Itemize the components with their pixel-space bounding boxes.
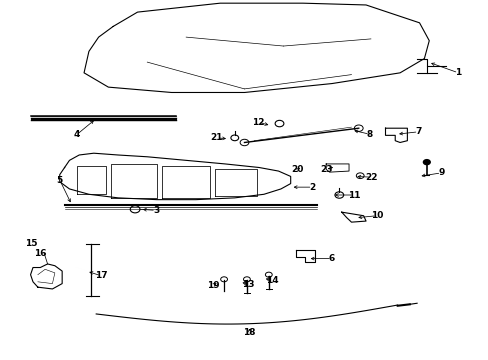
Text: 23: 23 xyxy=(319,165,332,174)
Text: 4: 4 xyxy=(73,130,80,139)
Text: 9: 9 xyxy=(437,168,444,177)
Text: 10: 10 xyxy=(370,211,382,220)
Text: 21: 21 xyxy=(210,133,223,142)
Text: 13: 13 xyxy=(242,280,254,289)
Text: 16: 16 xyxy=(34,249,46,258)
Text: 22: 22 xyxy=(365,173,377,182)
Text: 15: 15 xyxy=(25,239,38,248)
Text: 12: 12 xyxy=(251,118,264,127)
Text: 2: 2 xyxy=(309,183,315,192)
Text: 3: 3 xyxy=(153,206,159,215)
Text: 17: 17 xyxy=(95,271,107,280)
Text: 18: 18 xyxy=(243,328,255,337)
Text: 20: 20 xyxy=(290,166,303,175)
Text: 11: 11 xyxy=(347,190,360,199)
Circle shape xyxy=(423,159,429,165)
Text: 14: 14 xyxy=(266,276,279,285)
Text: 7: 7 xyxy=(414,127,421,136)
Text: 5: 5 xyxy=(57,176,63,185)
Text: 8: 8 xyxy=(366,130,372,139)
Text: 6: 6 xyxy=(328,254,334,263)
Text: 19: 19 xyxy=(206,281,219,290)
Text: 1: 1 xyxy=(454,68,461,77)
